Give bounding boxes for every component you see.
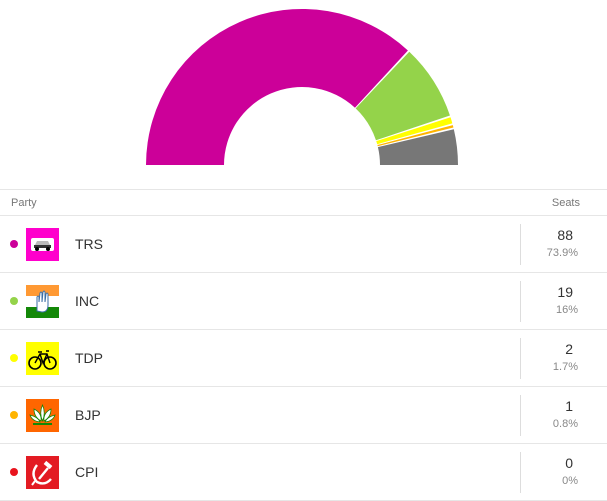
semi-donut-chart: [146, 8, 458, 165]
party-name: INC: [75, 293, 100, 309]
seats-table: Party Seats TRS 88 73.9%: [0, 189, 607, 501]
slice-trs[interactable]: [146, 8, 408, 165]
party-name: TDP: [75, 350, 103, 366]
seat-percent: 0%: [562, 475, 578, 487]
slice-tdp[interactable]: [376, 117, 453, 145]
table-row[interactable]: INC 19 16%: [0, 273, 607, 330]
party-color-dot: [10, 468, 18, 476]
seat-percent: 1.7%: [552, 361, 578, 373]
table-row[interactable]: BJP 1 0.8%: [0, 387, 607, 444]
slice-bjp[interactable]: [377, 125, 454, 147]
seat-count: 1: [565, 398, 573, 414]
table-header: Party Seats: [0, 189, 607, 216]
party-color-dot: [10, 411, 18, 419]
table-row[interactable]: CPI 0 0%: [0, 444, 607, 501]
party-name: BJP: [75, 407, 101, 423]
header-party: Party: [11, 197, 37, 209]
slice-inc[interactable]: [355, 51, 450, 141]
party-color-dot: [10, 240, 18, 248]
slice-others[interactable]: [377, 129, 458, 165]
seat-percent: 16%: [555, 304, 578, 316]
seat-percent: 0.8%: [552, 418, 578, 430]
lotus-icon: [26, 399, 59, 432]
hammer-sickle-icon: [26, 456, 59, 489]
bicycle-icon: [26, 342, 59, 375]
party-name: CPI: [75, 464, 99, 480]
seat-count: 88: [557, 227, 573, 243]
party-color-dot: [10, 297, 18, 305]
seat-count: 2: [565, 341, 573, 357]
car-icon: [26, 228, 59, 261]
seat-count: 0: [565, 455, 573, 471]
header-seats: Seats: [551, 197, 580, 209]
table-row[interactable]: TDP 2 1.7%: [0, 330, 607, 387]
seat-percent: 73.9%: [546, 247, 578, 259]
party-name: TRS: [75, 236, 103, 252]
seat-chart: [0, 0, 607, 190]
party-color-dot: [10, 354, 18, 362]
table-row[interactable]: TRS 88 73.9%: [0, 216, 607, 273]
seat-count: 19: [557, 284, 573, 300]
hand-icon: [26, 285, 59, 318]
